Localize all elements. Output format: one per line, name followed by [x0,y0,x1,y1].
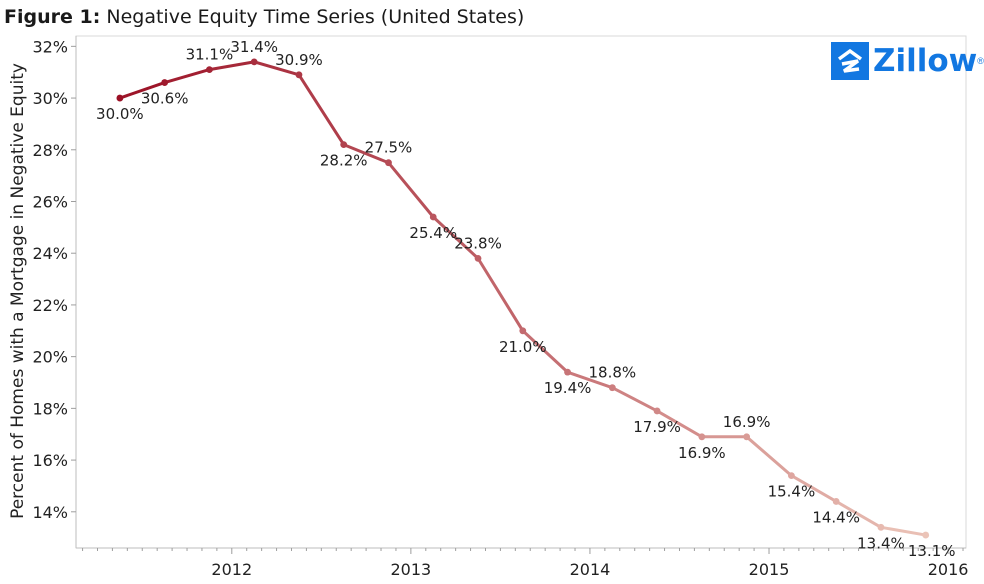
data-point [698,433,706,441]
line-segment [342,143,390,165]
x-tick-label: 2015 [749,560,790,579]
zillow-logo: Zillow ® [831,42,984,80]
data-labels: 30.0%30.6% 31.1%31.4%30.9% 28.2%27.5% 25.4%… [96,38,955,560]
line-segment [207,60,256,72]
data-point [295,71,303,79]
line-segment [745,435,793,478]
data-label: 13.4% [857,534,905,552]
y-tick-label: 32% [32,37,68,56]
data-label: 14.4% [812,508,860,526]
data-points [116,58,930,539]
y-tick-label: 24% [32,244,68,263]
data-point [385,159,392,167]
y-tick-label: 14% [32,503,68,522]
y-tick-label: 30% [32,89,68,108]
data-label: 17.9% [633,418,681,436]
figure-title: Figure 1: Negative Equity Time Series (U… [4,6,524,28]
data-point [250,58,258,66]
data-point [608,384,616,392]
data-label: 21.0% [499,338,547,356]
data-label: 30.0% [96,105,144,123]
plot-border [75,35,967,549]
series-line [118,60,928,537]
data-label: 28.2% [320,152,368,170]
x-tick-label: 2016 [928,560,969,579]
zillow-house-icon [831,42,869,80]
line-segment [118,81,167,100]
plot-frame [75,35,967,549]
data-point [653,407,661,415]
data-label: 16.9% [723,413,771,431]
data-point [788,472,795,479]
registered-mark: ® [977,56,984,66]
line-segment [789,474,838,503]
data-label: 19.4% [544,379,592,397]
y-tick-label: 28% [32,141,68,160]
y-tick-label: 22% [32,296,68,315]
line-segment [610,386,659,413]
data-label: 31.4% [230,38,278,56]
data-label: 15.4% [768,483,816,501]
figure-title-text: Negative Equity Time Series (United Stat… [106,6,525,28]
data-label: 30.9% [275,51,323,69]
line-segment [834,499,883,529]
line-segment [521,329,570,374]
data-point [743,433,751,441]
data-label: 31.1% [186,46,234,64]
data-point [206,66,213,74]
data-point [474,254,482,262]
line-segment [163,68,211,85]
data-point [116,94,124,102]
x-tick-label: 2014 [570,560,611,579]
line-segment [566,370,614,390]
y-axis-label: Percent of Homes with a Mortgage in Nega… [8,63,28,519]
line-segment [476,256,525,333]
data-point [161,79,169,86]
line-segment [252,60,301,77]
data-point [340,141,348,149]
data-label: 13.1% [908,542,956,560]
line-segment [879,525,928,537]
zillow-wordmark: Zillow [873,43,978,79]
data-label: 16.9% [678,444,726,462]
data-point [877,523,885,531]
data-label: 18.8% [588,364,636,382]
data-point [564,368,571,376]
data-label: 23.8% [454,234,502,252]
line-segment [297,73,346,147]
line-segment [655,409,704,439]
y-tick-label: 26% [32,192,68,211]
data-label: 30.6% [141,90,189,108]
data-point [832,498,840,505]
y-tick-label: 18% [32,399,68,418]
data-point [519,327,527,335]
x-tick-label: 2012 [211,560,252,579]
axes: 14% 16% 18% 20% 22% 24% 26% 28% 30% 32% 2012 2013 20… [32,36,968,579]
data-point [429,213,437,221]
line-segment [431,215,480,260]
data-point [922,531,930,539]
x-tick-label: 2013 [391,560,432,579]
line-segment [386,161,435,219]
data-label: 25.4% [409,224,457,242]
y-tick-label: 16% [32,451,68,470]
data-label: 27.5% [365,139,413,157]
figure-label: Figure 1: [4,6,101,28]
y-tick-label: 20% [32,348,68,367]
